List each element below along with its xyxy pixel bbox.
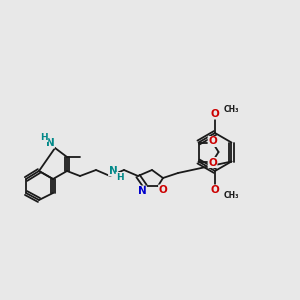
Text: H: H (116, 172, 124, 182)
Text: N: N (109, 166, 117, 176)
Text: O: O (208, 158, 217, 167)
Text: CH₃: CH₃ (224, 104, 239, 113)
Text: H: H (40, 133, 48, 142)
Text: CH₃: CH₃ (224, 190, 239, 200)
Text: N: N (138, 186, 146, 196)
Text: O: O (211, 109, 219, 119)
Text: O: O (211, 185, 219, 195)
Text: O: O (159, 185, 167, 195)
Text: N: N (46, 138, 54, 148)
Text: O: O (208, 136, 217, 146)
